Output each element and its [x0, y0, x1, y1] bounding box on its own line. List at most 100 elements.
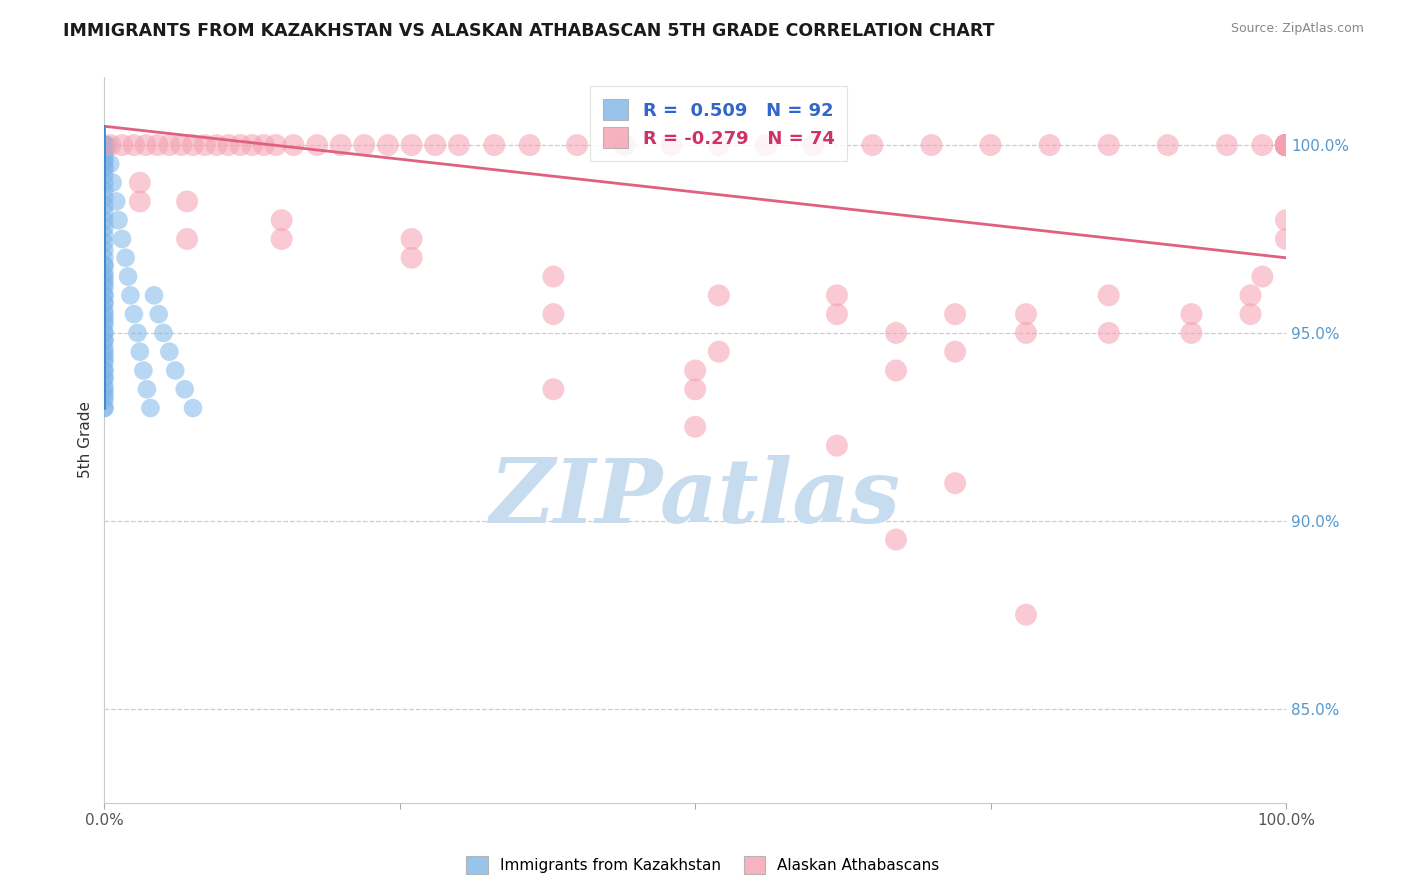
- Point: [93, 334, 115, 348]
- Point: [707, 288, 730, 302]
- Point: [1275, 138, 1298, 153]
- Point: [1275, 138, 1298, 153]
- Point: [173, 382, 195, 396]
- Point: [93, 251, 115, 265]
- Point: [565, 138, 588, 153]
- Point: [1239, 307, 1261, 321]
- Point: [1098, 288, 1121, 302]
- Text: ZIPatlas: ZIPatlas: [489, 455, 901, 541]
- Point: [1275, 138, 1298, 153]
- Point: [93, 168, 115, 182]
- Point: [1275, 138, 1298, 153]
- Point: [1275, 138, 1298, 153]
- Point: [139, 401, 162, 415]
- Text: IMMIGRANTS FROM KAZAKHSTAN VS ALASKAN ATHABASCAN 5TH GRADE CORRELATION CHART: IMMIGRANTS FROM KAZAKHSTAN VS ALASKAN AT…: [63, 22, 995, 40]
- Point: [801, 138, 824, 153]
- Point: [105, 194, 128, 209]
- Point: [401, 251, 423, 265]
- Point: [93, 138, 115, 153]
- Point: [1275, 138, 1298, 153]
- Point: [128, 344, 150, 359]
- Point: [176, 232, 198, 246]
- Point: [93, 138, 115, 153]
- Point: [884, 363, 907, 377]
- Point: [93, 352, 115, 367]
- Point: [1275, 138, 1298, 153]
- Point: [661, 138, 683, 153]
- Point: [93, 153, 115, 167]
- Point: [111, 232, 134, 246]
- Point: [1275, 138, 1298, 153]
- Point: [613, 138, 636, 153]
- Point: [683, 420, 706, 434]
- Point: [111, 138, 134, 153]
- Point: [93, 235, 115, 250]
- Point: [93, 138, 115, 153]
- Point: [425, 138, 447, 153]
- Point: [120, 288, 142, 302]
- Point: [1015, 607, 1038, 622]
- Point: [543, 382, 565, 396]
- Point: [93, 363, 115, 377]
- Point: [1275, 138, 1298, 153]
- Legend: Immigrants from Kazakhstan, Alaskan Athabascans: Immigrants from Kazakhstan, Alaskan Atha…: [460, 850, 946, 880]
- Point: [93, 393, 115, 408]
- Point: [229, 138, 252, 153]
- Point: [401, 232, 423, 246]
- Point: [1039, 138, 1062, 153]
- Point: [1275, 138, 1298, 153]
- Point: [1275, 138, 1298, 153]
- Point: [93, 244, 115, 258]
- Point: [93, 277, 115, 291]
- Point: [194, 138, 217, 153]
- Point: [1275, 138, 1298, 153]
- Point: [135, 138, 157, 153]
- Point: [1275, 138, 1298, 153]
- Point: [143, 288, 166, 302]
- Point: [181, 138, 204, 153]
- Point: [1275, 138, 1298, 153]
- Point: [93, 138, 115, 153]
- Point: [1157, 138, 1180, 153]
- Point: [1275, 213, 1298, 227]
- Point: [117, 269, 139, 284]
- Point: [93, 326, 115, 340]
- Point: [1275, 138, 1298, 153]
- Point: [132, 363, 155, 377]
- Point: [217, 138, 239, 153]
- Point: [1098, 138, 1121, 153]
- Point: [519, 138, 541, 153]
- Point: [93, 145, 115, 160]
- Point: [93, 378, 115, 392]
- Point: [1275, 232, 1298, 246]
- Point: [93, 198, 115, 212]
- Point: [683, 363, 706, 377]
- Point: [1275, 138, 1298, 153]
- Point: [1239, 288, 1261, 302]
- Point: [170, 138, 193, 153]
- Point: [101, 176, 124, 190]
- Text: Source: ZipAtlas.com: Source: ZipAtlas.com: [1230, 22, 1364, 36]
- Point: [148, 307, 170, 321]
- Point: [1275, 138, 1298, 153]
- Point: [157, 344, 180, 359]
- Point: [93, 281, 115, 295]
- Point: [93, 296, 115, 310]
- Point: [152, 326, 174, 340]
- Point: [1015, 307, 1038, 321]
- Point: [1251, 138, 1274, 153]
- Point: [93, 363, 115, 377]
- Point: [1098, 326, 1121, 340]
- Point: [1275, 138, 1298, 153]
- Point: [270, 232, 292, 246]
- Point: [980, 138, 1002, 153]
- Point: [1275, 138, 1298, 153]
- Point: [1275, 138, 1298, 153]
- Point: [93, 371, 115, 385]
- Point: [128, 194, 150, 209]
- Point: [93, 176, 115, 190]
- Point: [128, 176, 150, 190]
- Point: [943, 307, 966, 321]
- Point: [93, 273, 115, 287]
- Point: [93, 220, 115, 235]
